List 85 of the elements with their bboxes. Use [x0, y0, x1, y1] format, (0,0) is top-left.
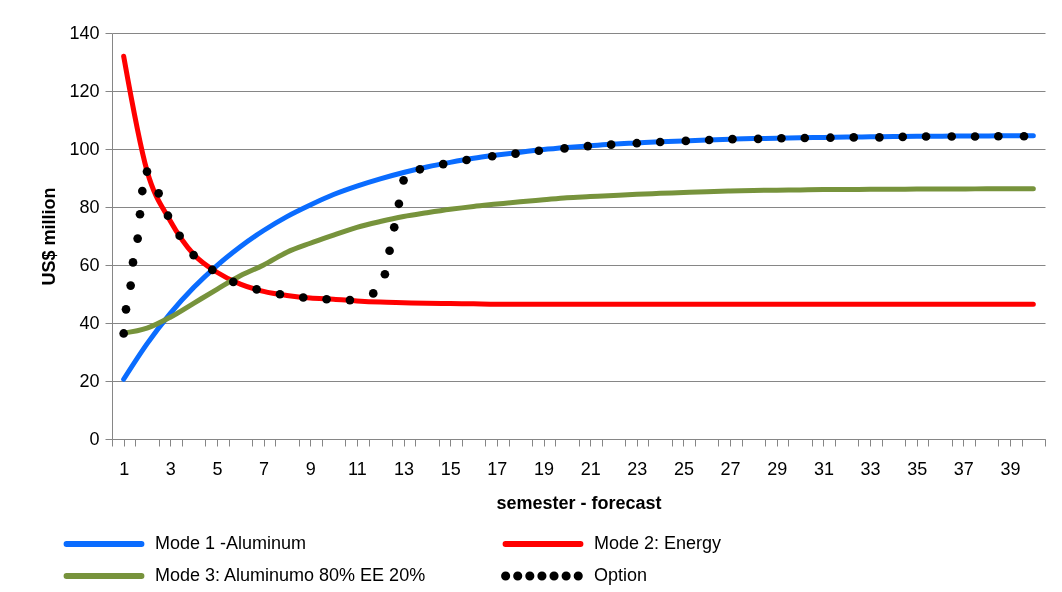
point	[583, 141, 593, 151]
point	[921, 132, 931, 141]
point	[345, 295, 355, 305]
point	[142, 167, 152, 176]
point	[128, 258, 138, 267]
x-tick-label: 13	[394, 458, 415, 479]
y-tick-label: 120	[69, 80, 100, 101]
y-tick-label: 0	[89, 428, 100, 449]
x-tick-label: 21	[580, 458, 601, 479]
x-tick-label: 17	[487, 458, 508, 479]
point	[655, 137, 665, 147]
y-tick-label: 20	[79, 370, 100, 391]
point	[560, 144, 569, 153]
point	[898, 132, 908, 142]
x-tick-label: 29	[767, 458, 788, 479]
point	[753, 134, 763, 144]
point	[126, 281, 135, 290]
point	[394, 199, 404, 209]
point	[175, 231, 184, 241]
y-tick-label: 140	[69, 22, 100, 43]
point	[704, 135, 714, 145]
point	[826, 133, 835, 143]
point	[534, 146, 544, 156]
point	[462, 155, 471, 165]
point	[385, 246, 394, 256]
point	[728, 134, 737, 144]
x-tick-label: 15	[440, 458, 461, 479]
point	[511, 149, 520, 158]
point	[849, 133, 859, 142]
point	[777, 133, 786, 143]
point	[133, 234, 142, 243]
x-tick-label: 7	[259, 458, 270, 479]
point	[606, 140, 616, 149]
point	[389, 222, 399, 232]
x-tick-label: 11	[348, 458, 367, 479]
point	[189, 250, 198, 260]
point	[252, 285, 261, 294]
point	[322, 294, 331, 304]
x-tick-label: 19	[534, 458, 555, 479]
x-tick-label: 27	[720, 458, 741, 479]
x-tick-label: 37	[953, 458, 974, 479]
point	[368, 289, 378, 298]
point	[994, 131, 1003, 141]
x-tick-label: 39	[1000, 458, 1021, 479]
x-tick-label: 25	[673, 458, 694, 479]
point	[380, 269, 390, 279]
legend-label: Option	[594, 565, 648, 585]
point	[487, 151, 497, 161]
x-tick-label: 9	[305, 458, 316, 479]
point	[1019, 131, 1029, 141]
x-tick-label: 5	[212, 458, 223, 479]
legend-label: Mode 1 -Aluminum	[155, 533, 307, 553]
point	[632, 138, 642, 148]
point	[137, 186, 147, 196]
legend-label: Mode 2: Energy	[594, 533, 722, 553]
point	[135, 209, 145, 219]
x-tick-label: 23	[627, 458, 648, 479]
point	[681, 136, 691, 146]
y-axis-title: US$ million	[39, 187, 60, 286]
point	[163, 211, 173, 221]
point	[399, 176, 408, 185]
point	[119, 329, 128, 338]
point	[275, 289, 285, 299]
point	[154, 189, 163, 198]
point	[415, 164, 425, 174]
point	[438, 159, 448, 169]
y-tick-label: 100	[69, 138, 100, 159]
point	[121, 305, 131, 314]
x-tick-label: 33	[860, 458, 881, 479]
point	[298, 293, 308, 302]
point	[800, 133, 810, 143]
x-tick-label: 31	[813, 458, 834, 479]
x-tick-label: 3	[165, 458, 176, 479]
point	[875, 133, 884, 142]
y-tick-label: 80	[79, 196, 100, 217]
point	[207, 265, 217, 275]
legend-label: Mode 3: Aluminumo 80% EE 20%	[155, 565, 426, 585]
x-tick-label: 35	[907, 458, 928, 479]
point	[970, 132, 980, 141]
y-tick-label: 60	[79, 254, 100, 275]
point	[947, 132, 957, 141]
point	[228, 277, 238, 287]
y-tick-label: 40	[79, 312, 100, 333]
x-tick-label: 1	[119, 458, 130, 479]
x-axis-title: semester - forecast	[496, 492, 662, 513]
